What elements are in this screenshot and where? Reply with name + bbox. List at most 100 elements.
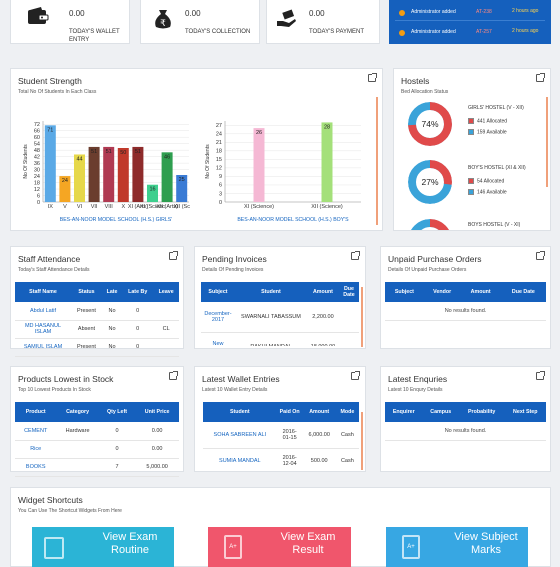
notification-item[interactable]: Administrator added AT-238 2 hours ago [399, 8, 549, 21]
expand-icon[interactable] [536, 73, 545, 82]
wallet-entries-card: Latest Wallet Entries Latest 10 Wallet E… [194, 366, 366, 472]
col-header[interactable]: Subject [385, 282, 424, 302]
bar[interactable] [88, 146, 100, 202]
col-header[interactable]: Mode [335, 402, 359, 422]
y-tick-label: 12 [216, 166, 222, 172]
product-link[interactable]: BOOKS [15, 458, 57, 477]
col-header[interactable]: Late By [122, 282, 154, 302]
scrollbar[interactable] [361, 287, 363, 347]
shortcut-label: View Subject Marks [454, 531, 518, 556]
no-results-text: No results found. [385, 302, 546, 321]
product-link[interactable]: CEMENT [15, 422, 57, 441]
bar[interactable] [132, 146, 144, 202]
col-header[interactable]: Amount [460, 282, 501, 302]
col-header[interactable]: Status [71, 282, 102, 302]
expand-icon[interactable] [368, 73, 377, 82]
col-header[interactable]: Next Step [504, 402, 546, 422]
staff-name-link[interactable]: SAMIUL ISLAM [15, 338, 71, 357]
col-header[interactable]: Category [56, 402, 99, 422]
bar[interactable] [161, 152, 173, 202]
notification-item[interactable]: Administrator added AT-257 2 hours ago [399, 28, 549, 41]
bar-value-label: 16 [149, 187, 155, 193]
col-header[interactable]: Qty Left [98, 402, 136, 422]
view-exam-routine-button[interactable]: View Exam Routine [32, 527, 174, 567]
staff-name-link[interactable]: Abdul Latif [15, 302, 71, 321]
donut-percent: 74% [421, 119, 438, 129]
expand-icon[interactable] [169, 371, 178, 380]
donut-percent: 27% [421, 177, 438, 187]
notification-code[interactable]: AT-257 [476, 29, 492, 35]
bar-value-label: 51 [91, 149, 97, 155]
bar[interactable] [59, 176, 71, 202]
x-tick-label: VIII [105, 204, 114, 210]
hostel-donuts: 74% 27% [407, 101, 453, 230]
col-header[interactable]: Subject [201, 282, 235, 302]
legend-swatch [468, 118, 474, 124]
pending-invoices-card: Pending Invoices Details Of Pending Invo… [194, 246, 366, 349]
y-axis-label: No Of Students [23, 144, 29, 179]
col-header[interactable]: Staff Name [15, 282, 71, 302]
expand-icon[interactable] [169, 251, 178, 260]
expand-icon[interactable] [536, 371, 545, 380]
expand-icon[interactable] [351, 371, 360, 380]
bar[interactable] [117, 148, 129, 202]
bar[interactable] [103, 146, 115, 202]
cell: Cash [335, 422, 359, 449]
col-header[interactable]: Amount [306, 282, 339, 302]
notification-text: Administrator added [411, 9, 456, 15]
hostel-name: BOYS HOSTEL (V - XI) [468, 222, 521, 228]
col-header[interactable]: Vendor [423, 282, 461, 302]
wallet-icon [27, 7, 49, 31]
bar[interactable] [74, 154, 85, 202]
stat-value: 0.00 [69, 9, 85, 18]
expand-icon[interactable] [351, 251, 360, 260]
enquiries-card: Latest Enquries Latest 10 Enqury Details… [380, 366, 551, 472]
x-axis-label: BES-AN-NOOR MODEL SCHOOL (H.S.) GIRLS' [60, 217, 172, 223]
col-header[interactable]: Campus [422, 402, 459, 422]
student-link[interactable]: SOHA SABREEN ALI [203, 422, 277, 449]
staff-attendance-table: Staff Name Status Late Late By Leave Abd… [15, 282, 179, 357]
cell: Absent [71, 320, 102, 339]
col-header[interactable]: Amount [302, 402, 336, 422]
expand-icon[interactable] [536, 251, 545, 260]
col-header[interactable]: Enquirer [385, 402, 423, 422]
view-subject-marks-button[interactable]: A+ View Subject Marks [386, 527, 528, 567]
col-header[interactable]: Paid On [276, 402, 303, 422]
x-tick-label: X [121, 204, 125, 210]
col-header[interactable]: Unit Price [135, 402, 179, 422]
col-header[interactable]: Due Date [339, 282, 359, 302]
col-header[interactable]: Due Date [500, 282, 546, 302]
invoice-subject-link[interactable]: December-2017 [201, 302, 235, 333]
stat-card-payment: 0.00 TODAY'S PAYMENT [266, 0, 380, 44]
col-header[interactable]: Student [203, 402, 277, 422]
staff-name-link[interactable]: MD HASANUL ISLAM [15, 320, 71, 339]
invoice-subject-link[interactable]: New Admission [201, 332, 235, 346]
scrollbar[interactable] [546, 97, 548, 187]
bar[interactable] [44, 125, 56, 202]
bar[interactable] [147, 184, 158, 202]
x-axis-label: BES-AN-NOOR MODEL SCHOOL (H.S.) BOY'S [237, 217, 349, 223]
col-header[interactable]: Product [15, 402, 57, 422]
col-header[interactable]: Late [101, 282, 123, 302]
col-header[interactable]: Student [235, 282, 307, 302]
y-tick-label: 6 [219, 183, 222, 189]
col-header[interactable]: Leave [153, 282, 179, 302]
cell: 0.00 [135, 422, 179, 441]
cell: No [101, 302, 123, 321]
scrollbar[interactable] [361, 412, 363, 470]
y-tick-label: 0 [219, 200, 222, 206]
bar[interactable] [176, 175, 188, 202]
bar[interactable] [253, 128, 265, 202]
no-results-text: No results found. [385, 422, 546, 441]
x-tick-label: V [63, 204, 67, 210]
y-tick-label: 60 [34, 135, 40, 141]
view-exam-result-button[interactable]: A+ View Exam Result [208, 527, 351, 567]
col-header[interactable]: Probability [458, 402, 505, 422]
cell: No [101, 338, 123, 357]
student-link[interactable]: SUMIA MANDAL [203, 448, 277, 469]
scrollbar[interactable] [376, 97, 378, 225]
notification-code[interactable]: AT-238 [476, 9, 492, 15]
bar[interactable] [321, 122, 333, 202]
product-link[interactable]: Rice [15, 440, 57, 459]
donut-ring [407, 159, 453, 205]
